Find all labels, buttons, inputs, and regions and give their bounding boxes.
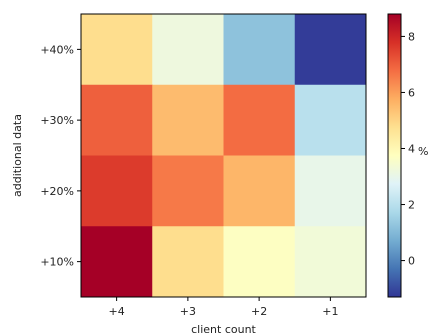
x-tick-label: +4	[109, 305, 125, 318]
y-tick-label: +30%	[40, 114, 74, 127]
x-axis-label: client count	[191, 323, 256, 335]
colorbar-tick-label: 4	[408, 142, 415, 155]
y-tick-label: +40%	[40, 43, 74, 56]
heatmap-cell	[152, 155, 224, 227]
colorbar-tick-label: 6	[408, 86, 415, 99]
heatmap-cell	[294, 84, 367, 156]
colorbar-tick-label: 8	[408, 30, 415, 43]
y-tick-label: +20%	[40, 185, 74, 198]
x-tick-label: +2	[251, 305, 267, 318]
heatmap-cells	[81, 14, 367, 298]
colorbar-label: %	[418, 145, 428, 158]
colorbar-tick-label: 2	[408, 199, 415, 212]
plot-frame	[80, 13, 367, 298]
heatmap-cell	[294, 155, 367, 227]
heatmap-cell	[294, 226, 367, 298]
x-axis-ticks: +4 +3 +2 +1	[109, 297, 338, 318]
x-tick-label: +1	[322, 305, 338, 318]
heatmap-cell	[81, 226, 153, 298]
y-axis-label: additional data	[11, 114, 24, 197]
heatmap-cell	[223, 155, 296, 227]
heatmap-cell	[223, 226, 296, 298]
heatmap-cell	[223, 84, 296, 156]
heatmap-cell	[81, 84, 153, 156]
heatmap-cell	[81, 14, 153, 86]
x-tick-label: +3	[180, 305, 196, 318]
heatmap-cell	[152, 84, 224, 156]
colorbar-ticks: 0 2 4 6 8	[401, 30, 415, 268]
y-axis-ticks: +40% +30% +20% +10%	[40, 43, 81, 269]
y-tick-label: +10%	[40, 256, 74, 269]
colorbar	[387, 13, 402, 298]
heatmap-cell	[152, 14, 224, 86]
colorbar-tick-label: 0	[408, 255, 415, 268]
heatmap-cell	[152, 226, 224, 298]
heatmap-cell	[294, 14, 367, 86]
heatmap-cell	[81, 155, 153, 227]
heatmap-cell	[223, 14, 296, 86]
